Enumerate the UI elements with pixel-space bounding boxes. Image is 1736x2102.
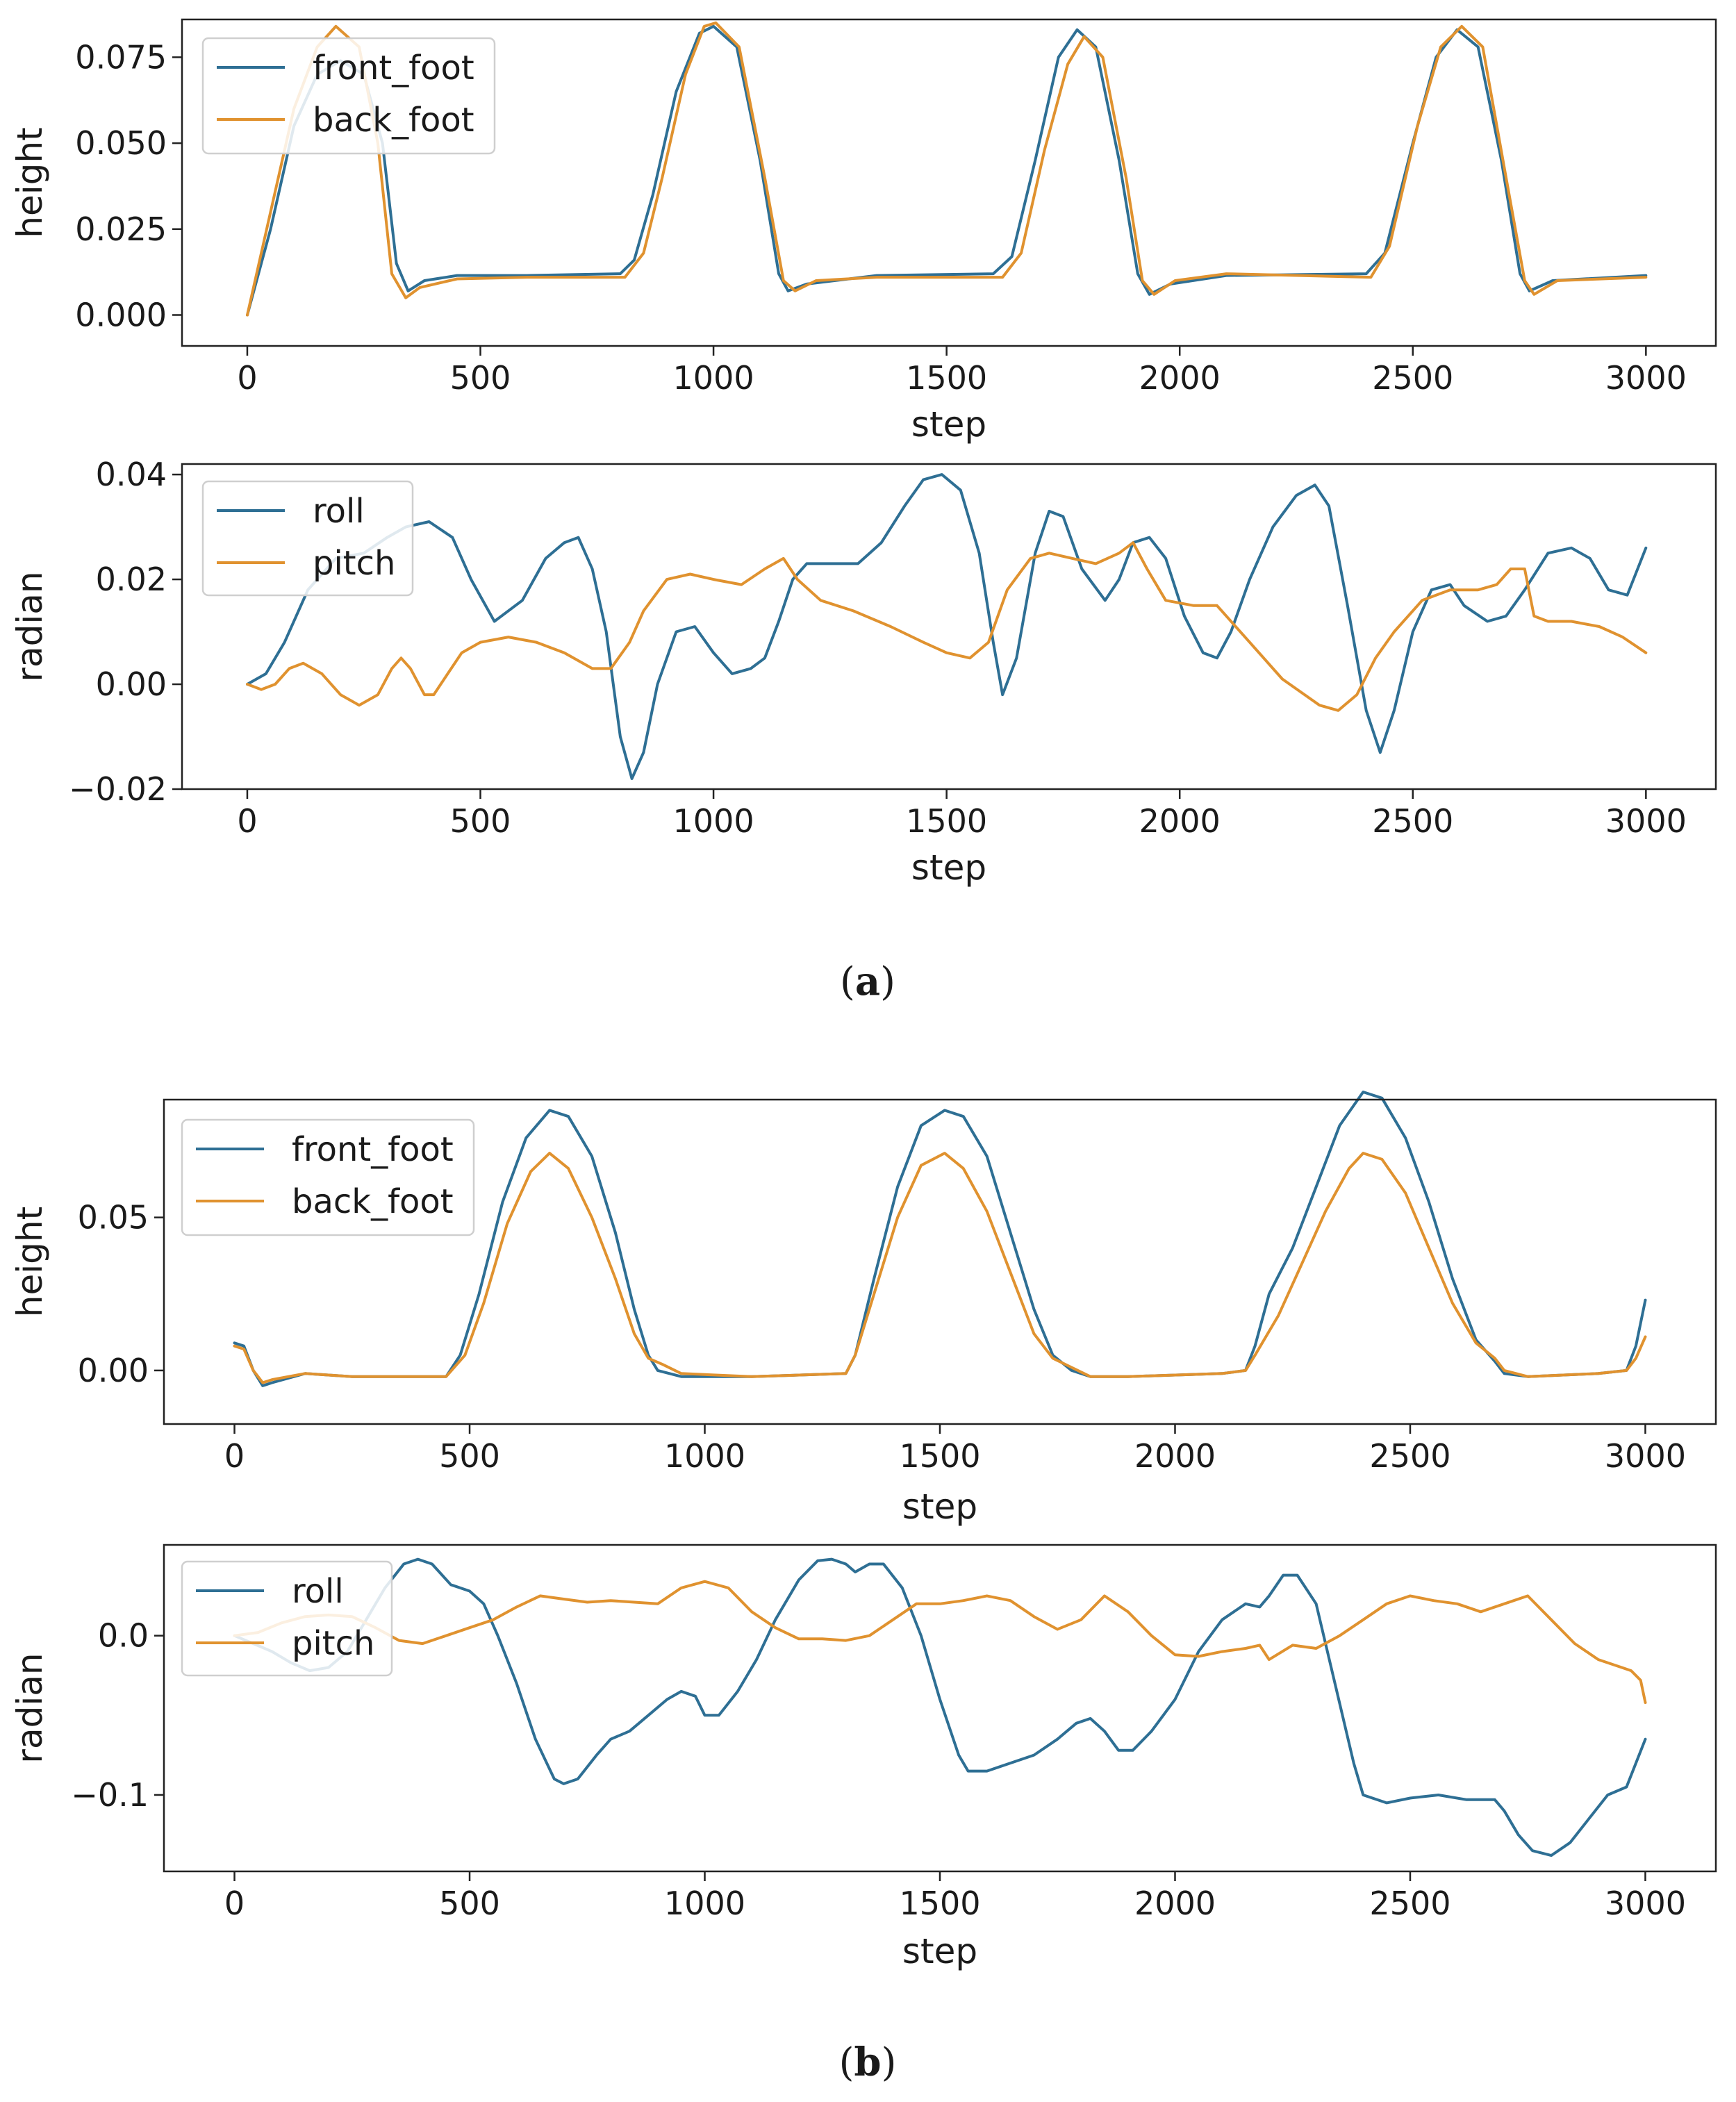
x-tick-label: 0 [224, 1885, 245, 1922]
x-tick-label: 500 [439, 1885, 500, 1922]
y-tick-label: −0.02 [69, 770, 167, 808]
legend-label-roll: roll [292, 1572, 344, 1611]
x-tick-label: 2000 [1139, 802, 1221, 840]
series-line-roll [233, 1557, 1647, 1857]
series-line-front-foot [233, 1091, 1647, 1387]
x-tick-label: 2000 [1134, 1437, 1216, 1475]
x-tick-label: 2000 [1139, 359, 1221, 397]
y-tick-label: 0.05 [78, 1199, 149, 1236]
chart-a-angle: 0 500 1000 1500 2000 2500 3000 −0.02 0.00 0.02 0.0… [10, 456, 1717, 888]
x-tick-label: 1000 [673, 359, 754, 397]
y-axis-label: height [10, 127, 50, 238]
legend-label-front-foot: front_foot [292, 1130, 454, 1169]
x-tick-label: 1000 [664, 1437, 745, 1475]
chart-a-height: 0 500 1000 1500 2000 2500 3000 0.000 0.025 0.050 0… [10, 18, 1717, 445]
x-tick-label: 500 [450, 802, 511, 840]
x-tick-label: 3000 [1605, 1885, 1686, 1922]
y-tick-label: 0.00 [78, 1352, 149, 1389]
x-axis-label: step [911, 404, 986, 445]
legend: front_foot back_foot [181, 1118, 475, 1236]
x-tick-label: 2500 [1369, 1437, 1450, 1475]
x-tick-label: 3000 [1605, 802, 1687, 840]
y-tick-label: 0.02 [96, 561, 167, 598]
y-tick-label: 0.050 [75, 124, 167, 162]
legend: roll pitch [201, 480, 414, 597]
axes-frame [181, 463, 1717, 791]
x-tick-label: 1500 [899, 1437, 980, 1475]
x-tick-label: 500 [439, 1437, 500, 1475]
x-axis-label: step [902, 1931, 977, 1971]
x-tick-label: 1500 [906, 802, 987, 840]
x-tick-label: 0 [224, 1437, 245, 1475]
x-tick-label: 0 [237, 359, 257, 397]
y-axis-label: radian [10, 1653, 50, 1763]
x-axis-label: step [911, 847, 986, 888]
series-line-back-foot [233, 1152, 1647, 1384]
x-tick-label: 0 [237, 802, 257, 840]
x-tick-label: 2000 [1134, 1885, 1216, 1922]
legend-label-pitch: pitch [292, 1624, 374, 1663]
chart-b-height: 0 500 1000 1500 2000 2500 3000 0.00 0.05 step heig… [10, 1091, 1717, 1527]
axes-frame [181, 18, 1717, 347]
y-tick-label: −0.1 [71, 1776, 149, 1814]
legend-label-pitch: pitch [313, 544, 395, 583]
y-tick-label: 0.0 [98, 1617, 149, 1655]
series-line-roll [246, 473, 1648, 780]
x-tick-label: 1000 [673, 802, 754, 840]
y-tick-label: 0.000 [75, 296, 167, 333]
panel-label-b-letter: b [854, 2039, 881, 2085]
panel-label-a-letter: a [855, 959, 880, 1004]
y-axis-label: height [10, 1207, 50, 1317]
x-axis-label: step [902, 1487, 977, 1527]
y-tick-label: 0.00 [96, 665, 167, 703]
chart-b-angle: 0 500 1000 1500 2000 2500 3000 −0.1 0.0 step radia… [10, 1544, 1717, 1971]
x-tick-label: 2500 [1372, 359, 1453, 397]
y-axis-label: radian [10, 571, 50, 681]
x-tick-label: 1000 [664, 1885, 745, 1922]
legend-label-roll: roll [313, 492, 365, 531]
x-tick-label: 2500 [1372, 802, 1453, 840]
x-tick-label: 500 [450, 359, 511, 397]
legend: front_foot back_foot [201, 37, 496, 155]
x-tick-label: 3000 [1605, 1437, 1686, 1475]
panel-label-a: (a) [840, 959, 895, 1004]
x-tick-label: 3000 [1605, 359, 1687, 397]
legend: roll pitch [181, 1560, 393, 1677]
y-tick-label: 0.04 [96, 456, 167, 493]
y-tick-label: 0.075 [75, 38, 167, 76]
panel-label-b: (b) [839, 2039, 897, 2085]
legend-label-back-foot: back_foot [313, 101, 474, 140]
x-tick-label: 1500 [906, 359, 987, 397]
legend-label-front-foot: front_foot [313, 49, 474, 88]
x-tick-label: 1500 [899, 1885, 980, 1922]
series-line-back-foot [246, 21, 1648, 317]
legend-label-back-foot: back_foot [292, 1182, 454, 1221]
series-line-pitch [246, 541, 1648, 712]
x-tick-label: 2500 [1369, 1885, 1450, 1922]
axes-frame [163, 1544, 1717, 1873]
y-tick-label: 0.025 [75, 210, 167, 248]
series-line-pitch [233, 1580, 1647, 1704]
